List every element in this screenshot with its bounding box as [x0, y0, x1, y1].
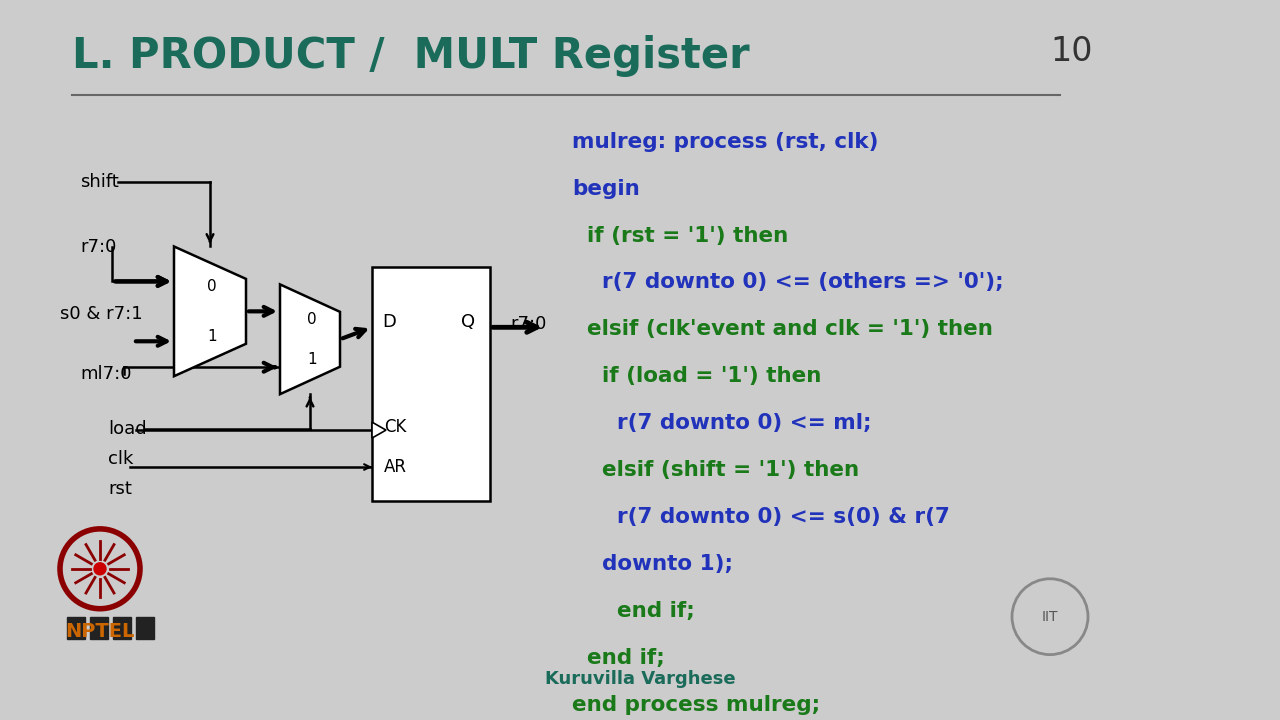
Text: ml7:0: ml7:0	[79, 365, 132, 383]
Text: end process mulreg;: end process mulreg;	[572, 695, 820, 714]
Text: 0: 0	[207, 279, 216, 294]
Text: D: D	[381, 313, 396, 331]
Bar	[67, 617, 84, 639]
Bar	[372, 267, 490, 501]
Text: IIT: IIT	[1042, 610, 1059, 624]
Text: mulreg: process (rst, clk): mulreg: process (rst, clk)	[572, 132, 878, 152]
Bar	[136, 617, 154, 639]
Text: 0: 0	[307, 312, 317, 327]
Text: rst: rst	[108, 480, 132, 498]
Text: downto 1);: downto 1);	[572, 554, 733, 574]
Text: load: load	[108, 420, 147, 438]
Text: Q: Q	[461, 313, 475, 331]
Polygon shape	[174, 246, 246, 377]
Text: CK: CK	[384, 418, 406, 436]
Text: end if;: end if;	[572, 647, 664, 667]
Text: if (load = '1') then: if (load = '1') then	[572, 366, 822, 386]
Bar	[90, 617, 108, 639]
Bar	[113, 617, 131, 639]
Text: 1: 1	[207, 329, 216, 343]
Circle shape	[70, 539, 131, 599]
Text: L. PRODUCT /  MULT Register: L. PRODUCT / MULT Register	[72, 35, 750, 77]
Text: AR: AR	[384, 458, 407, 476]
Text: s0 & r7:1: s0 & r7:1	[60, 305, 142, 323]
Text: end if;: end if;	[572, 600, 695, 621]
Text: 1: 1	[307, 352, 317, 366]
Text: r(7 downto 0) <= s(0) & r(7: r(7 downto 0) <= s(0) & r(7	[572, 507, 950, 527]
Text: if (rst = '1') then: if (rst = '1') then	[572, 225, 788, 246]
Polygon shape	[372, 422, 387, 438]
Text: shift: shift	[79, 173, 119, 191]
Text: Kuruvilla Varghese: Kuruvilla Varghese	[545, 670, 735, 688]
Text: elsif (clk'event and clk = '1') then: elsif (clk'event and clk = '1') then	[572, 320, 993, 339]
Text: 10: 10	[1050, 35, 1093, 68]
Text: r(7 downto 0) <= (others => '0');: r(7 downto 0) <= (others => '0');	[572, 272, 1004, 292]
Text: NPTEL: NPTEL	[65, 621, 134, 641]
Text: r(7 downto 0) <= ml;: r(7 downto 0) <= ml;	[572, 413, 872, 433]
Text: r7:0: r7:0	[509, 315, 547, 333]
Text: elsif (shift = '1') then: elsif (shift = '1') then	[572, 460, 859, 480]
Text: begin: begin	[572, 179, 640, 199]
Text: clk: clk	[108, 450, 133, 468]
Circle shape	[93, 563, 106, 575]
Text: r7:0: r7:0	[79, 238, 116, 256]
Polygon shape	[280, 284, 340, 394]
